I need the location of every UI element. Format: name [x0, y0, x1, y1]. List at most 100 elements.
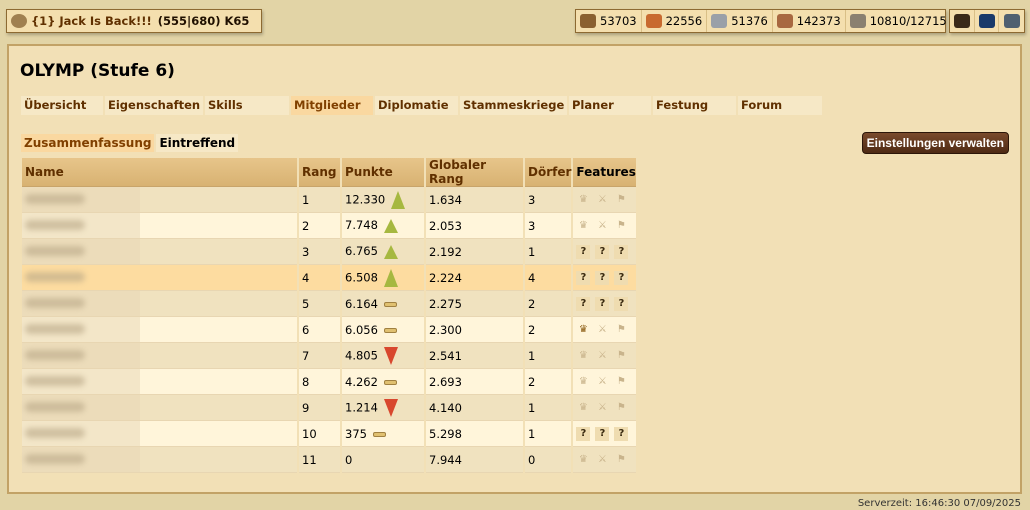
villages: 3: [525, 213, 572, 239]
chest-button[interactable]: [950, 10, 975, 32]
resource-iron[interactable]: 51376: [707, 10, 773, 32]
points: 4.805: [342, 343, 424, 369]
rank: 5: [299, 291, 340, 317]
villages: 2: [525, 291, 572, 317]
storage-icon: [776, 14, 793, 28]
duke-icon: ?: [595, 296, 610, 311]
table-row: 6 6.056 2.300 2 ♛ ⚔ ⚑: [22, 317, 637, 343]
points: 6.765: [342, 239, 424, 265]
duke-icon: ⚔: [597, 453, 607, 465]
rank: 11: [299, 447, 340, 473]
table-row: 5 6.164 2.275 2???: [22, 291, 637, 317]
trend-up-icon: [383, 244, 398, 259]
global-rank: 2.275: [426, 291, 523, 317]
tab-planer[interactable]: Planer: [569, 96, 651, 115]
rank: 9: [299, 395, 340, 421]
points-value: 12.330: [345, 192, 386, 206]
global-rank: 2.224: [426, 265, 523, 291]
resource-clay[interactable]: 22556: [642, 10, 708, 32]
chest-icon: [953, 14, 970, 28]
blurred-name[interactable]: [25, 375, 85, 386]
leader-icon: ♛: [578, 453, 588, 465]
tab-stammeskriege[interactable]: Stammeskriege: [460, 96, 567, 115]
trend-flat-icon: [383, 301, 397, 307]
leader-icon: ?: [576, 244, 591, 259]
points: 12.330: [342, 187, 424, 213]
resource-storage[interactable]: 142373: [773, 10, 846, 32]
blurred-name[interactable]: [25, 349, 85, 360]
trend-down-icon: [383, 398, 398, 417]
duke-icon: ⚔: [597, 375, 607, 387]
page-title: OLYMP (Stufe 6): [20, 61, 175, 81]
tab-eigenschaften[interactable]: Eigenschaften: [105, 96, 203, 115]
resource-wood[interactable]: 53703: [576, 10, 642, 32]
villages: 0: [525, 447, 572, 473]
diplomat-icon: ⚑: [616, 193, 626, 205]
member-name[interactable]: [22, 187, 297, 213]
blurred-name[interactable]: [25, 323, 85, 334]
tab-skills[interactable]: Skills: [205, 96, 289, 115]
tab-diplomatie[interactable]: Diplomatie: [375, 96, 458, 115]
member-name[interactable]: [22, 343, 297, 369]
member-name[interactable]: [22, 265, 297, 291]
subtab-eintreffend[interactable]: Eintreffend: [156, 134, 239, 152]
clay-icon: [645, 14, 662, 28]
resource-bar: 53703 22556 51376 142373 10810/12715: [575, 9, 947, 33]
resource-value: 22556: [665, 14, 703, 28]
villages: 1: [525, 395, 572, 421]
diplomat-icon: ⚑: [616, 349, 626, 361]
blurred-name[interactable]: [25, 193, 85, 204]
trend-flat-icon: [372, 431, 386, 437]
column-header: Punkte: [342, 158, 424, 187]
blurred-name[interactable]: [25, 245, 85, 256]
member-name[interactable]: [22, 239, 297, 265]
points-value: 4.262: [345, 374, 378, 389]
member-name[interactable]: [22, 317, 297, 343]
resource-value: 51376: [731, 14, 768, 28]
diplomat-icon: ?: [614, 296, 629, 311]
points-value: 6.164: [345, 296, 378, 311]
column-header: Name: [22, 158, 297, 187]
member-name[interactable]: [22, 447, 297, 473]
rank: 6: [299, 317, 340, 343]
leader-icon: ♛: [578, 323, 588, 335]
blurred-name[interactable]: [25, 427, 85, 438]
column-header: Globaler Rang: [426, 158, 523, 187]
member-name[interactable]: [22, 369, 297, 395]
trend-down-icon: [383, 346, 398, 365]
farm-icon: [849, 14, 866, 28]
rank: 1: [299, 187, 340, 213]
tab-festung[interactable]: Festung: [653, 96, 736, 115]
blurred-name[interactable]: [25, 297, 85, 308]
trend-flat-icon: [383, 327, 397, 333]
shield-button[interactable]: [975, 10, 1000, 32]
diplomat-icon: ?: [614, 244, 629, 259]
blurred-name[interactable]: [25, 271, 85, 282]
tab-forum[interactable]: Forum: [738, 96, 822, 115]
manage-settings-button[interactable]: Einstellungen verwalten: [861, 132, 1009, 154]
village-coords: (555|680) K65: [157, 14, 250, 28]
subtab-zusammenfassung[interactable]: Zusammenfassung: [21, 134, 155, 152]
tab-übersicht[interactable]: Übersicht: [21, 96, 103, 115]
diplomat-icon: ⚑: [616, 401, 626, 413]
resource-value: 53703: [600, 14, 637, 28]
tab-mitglieder[interactable]: Mitglieder: [291, 96, 373, 115]
village-name[interactable]: {1} Jack Is Back!!!: [31, 14, 152, 28]
blurred-name[interactable]: [25, 453, 85, 464]
rank: 3: [299, 239, 340, 265]
blurred-name[interactable]: [25, 219, 85, 230]
rank: 8: [299, 369, 340, 395]
member-name[interactable]: [22, 395, 297, 421]
resource-farm[interactable]: 10810/12715: [846, 10, 951, 32]
features: ♛ ⚔ ⚑: [573, 447, 637, 473]
global-rank: 2.300: [426, 317, 523, 343]
member-name[interactable]: [22, 421, 297, 447]
member-name[interactable]: [22, 213, 297, 239]
helmet-button[interactable]: [999, 10, 1024, 32]
current-village[interactable]: {1} Jack Is Back!!! (555|680) K65: [6, 9, 262, 33]
global-rank: 2.192: [426, 239, 523, 265]
column-header: Features: [573, 158, 637, 187]
blurred-name[interactable]: [25, 401, 85, 412]
member-name[interactable]: [22, 291, 297, 317]
points-value: 375: [345, 426, 367, 441]
